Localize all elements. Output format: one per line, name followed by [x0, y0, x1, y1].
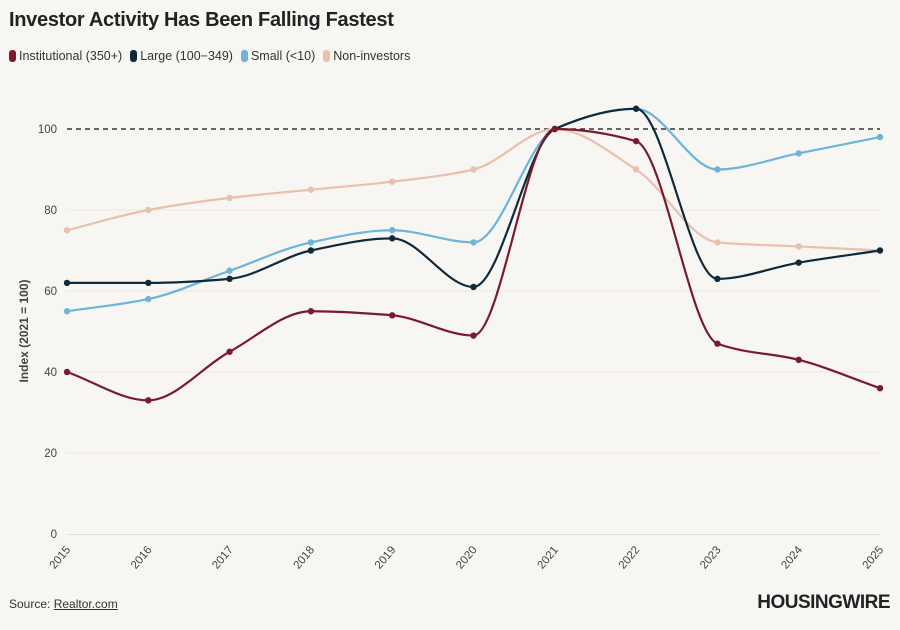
data-point — [307, 308, 315, 315]
data-point — [63, 368, 71, 376]
data-point — [226, 194, 233, 202]
legend-swatch — [240, 50, 248, 62]
y-tick-label: 20 — [44, 448, 57, 460]
legend-swatch — [323, 50, 331, 62]
series-line-3 — [66, 127, 881, 252]
data-point — [307, 239, 315, 246]
data-point — [795, 243, 802, 250]
data-point — [632, 105, 640, 112]
data-point — [470, 166, 477, 173]
data-point — [714, 166, 721, 173]
data-point — [389, 312, 396, 319]
x-tick-label: 2024 — [779, 544, 805, 572]
data-point — [551, 125, 558, 133]
legend-swatch — [9, 50, 16, 62]
legend-label: Non-investors — [333, 49, 411, 63]
data-point — [63, 279, 71, 287]
data-point — [145, 295, 152, 303]
x-tick-label: 2018 — [292, 544, 318, 571]
legend-item-large[interactable]: Large (100−349) — [130, 49, 233, 63]
y-tick-label: 100 — [38, 124, 57, 136]
y-tick-label: 0 — [51, 529, 57, 541]
data-point — [145, 206, 152, 214]
x-tick-label: 2016 — [129, 544, 155, 571]
legend: Institutional (350+) Large (100−349) Sma… — [9, 49, 410, 63]
data-point — [714, 275, 721, 283]
x-tick-label: 2022 — [617, 544, 643, 571]
x-tick-label: 2019 — [373, 544, 399, 571]
data-point — [389, 178, 396, 185]
legend-item-non-investors[interactable]: Non-investors — [323, 49, 410, 63]
data-point — [470, 239, 477, 246]
data-point — [226, 348, 233, 355]
x-tick-label: 2015 — [48, 544, 74, 571]
x-tick-label: 2021 — [535, 544, 561, 571]
x-tick-label: 2020 — [454, 544, 480, 571]
data-point — [389, 235, 396, 242]
data-point — [795, 356, 802, 364]
y-tick-label: 60 — [44, 286, 57, 298]
data-point — [470, 332, 477, 339]
legend-item-small[interactable]: Small (<10) — [240, 49, 316, 63]
y-tick-label: 40 — [44, 367, 57, 379]
legend-label: Small (<10) — [250, 49, 316, 63]
data-point — [226, 267, 233, 274]
source-label: Source: — [9, 597, 51, 611]
data-point — [632, 137, 640, 145]
data-point — [795, 150, 802, 157]
data-point — [714, 340, 721, 347]
data-point — [876, 133, 884, 141]
legend-label: Institutional (350+) — [19, 49, 123, 63]
x-tick-label: 2025 — [861, 544, 887, 571]
data-point — [795, 259, 802, 266]
data-point — [714, 239, 721, 246]
data-point — [307, 186, 315, 193]
source-note: Source: Realtor.com — [9, 597, 118, 611]
series-line-1 — [67, 107, 881, 289]
housingwire-logo: HOUSINGWIRE — [757, 592, 890, 613]
data-point — [226, 275, 233, 283]
y-axis-label: Index (2021 = 100) — [17, 279, 31, 382]
data-point — [63, 308, 71, 315]
data-point — [632, 166, 640, 173]
data-point — [63, 227, 71, 234]
x-tick-label: 2023 — [698, 544, 724, 571]
data-point — [876, 247, 884, 254]
series-line-0 — [66, 127, 881, 402]
legend-swatch — [130, 50, 138, 62]
legend-label: Large (100−349) — [140, 49, 233, 63]
y-tick-label: 80 — [44, 205, 57, 217]
source-link[interactable]: Realtor.com — [53, 597, 118, 611]
series-line-2 — [66, 107, 881, 313]
data-point — [389, 227, 396, 234]
x-tick-label: 2017 — [210, 544, 236, 571]
data-point — [470, 283, 477, 291]
chart-title: Investor Activity Has Been Falling Faste… — [9, 9, 394, 31]
data-point — [876, 385, 884, 392]
legend-item-institutional[interactable]: Institutional (350+) — [9, 49, 122, 63]
data-point — [145, 279, 152, 287]
data-point — [145, 397, 152, 404]
data-point — [307, 247, 315, 254]
